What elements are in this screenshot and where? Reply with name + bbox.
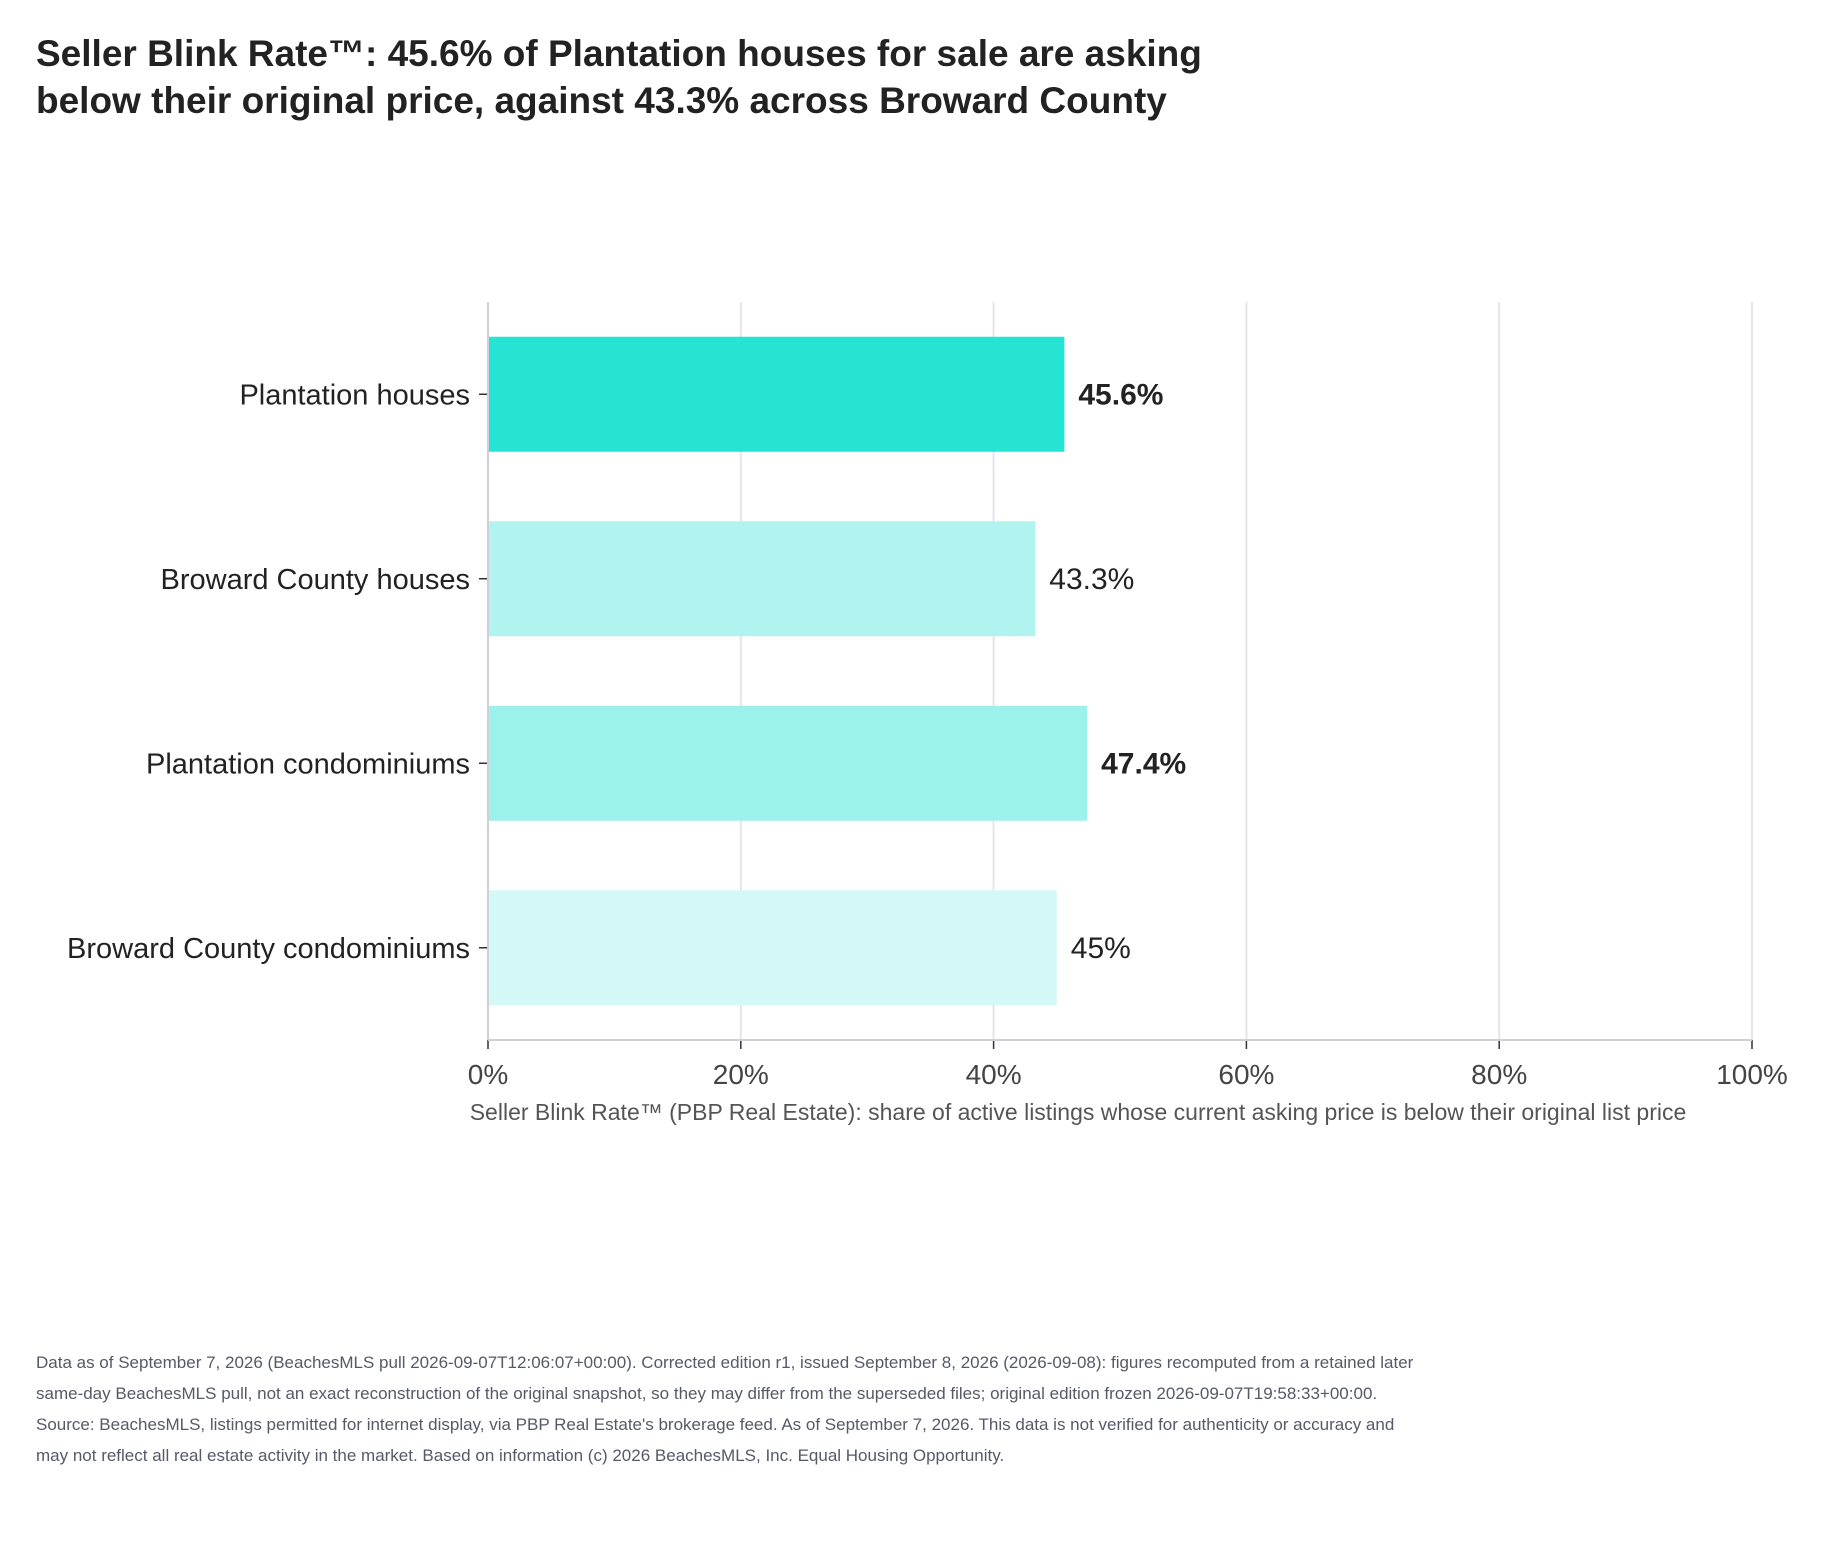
x-tick-label: 40%: [966, 1059, 1022, 1090]
category-label: Broward County condominiums: [67, 933, 470, 965]
x-tick-label: 20%: [713, 1059, 769, 1090]
category-label: Broward County houses: [161, 564, 471, 596]
x-tick-label: 0%: [468, 1059, 508, 1090]
value-label: 43.3%: [1049, 563, 1134, 596]
bar: [488, 890, 1057, 1006]
bar-chart: 45.6% 43.3% 47.4% 45% 0% 20% 40% 60% 80% 100% Pla…: [67, 302, 1788, 1125]
value-label: 45%: [1071, 932, 1131, 965]
x-tick-label: 100%: [1716, 1059, 1788, 1090]
x-tick-label: 60%: [1218, 1059, 1274, 1090]
category-label: Plantation condominiums: [146, 748, 470, 780]
source-note: Source: BeachesMLS, listings permitted f…: [36, 1415, 1395, 1465]
data-note: Data as of September 7, 2026 (BeachesMLS…: [36, 1353, 1414, 1403]
category-label: Plantation houses: [239, 379, 470, 411]
x-axis-title: Seller Blink Rate™ (PBP Real Estate): sh…: [470, 1099, 1687, 1125]
axes: 0% 20% 40% 60% 80% 100% Plantation houses Browa…: [67, 302, 1788, 1090]
chart-title: Seller Blink Rate™: 45.6% of Plantation …: [36, 33, 1202, 121]
x-tick-label: 80%: [1471, 1059, 1527, 1090]
bar: [488, 336, 1065, 452]
value-label: 45.6%: [1078, 378, 1163, 411]
bar: [488, 705, 1088, 821]
bar: [488, 521, 1036, 637]
footnotes: Data as of September 7, 2026 (BeachesMLS…: [36, 1347, 1416, 1471]
value-label: 47.4%: [1101, 747, 1186, 780]
bars: 45.6% 43.3% 47.4% 45%: [488, 336, 1186, 1006]
